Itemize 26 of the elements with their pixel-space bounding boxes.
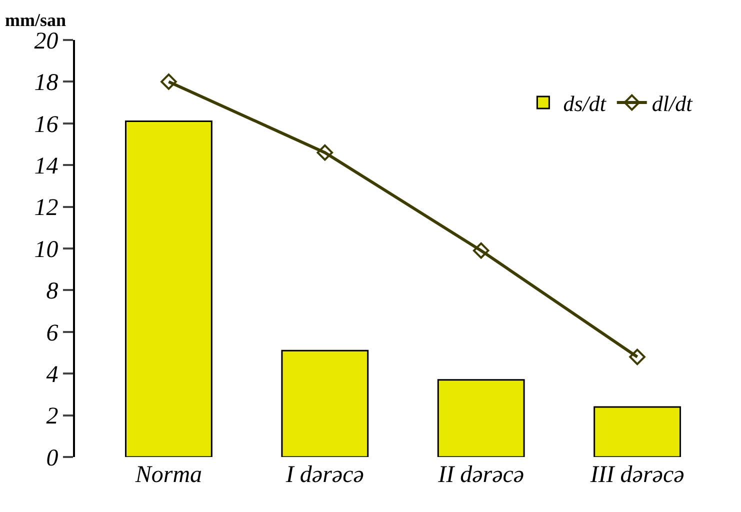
bar [281, 350, 369, 457]
bar [594, 406, 681, 457]
point [160, 74, 177, 90]
bar [437, 379, 525, 457]
y-tick-label: 16 [34, 112, 58, 138]
y-tick-label: 20 [34, 28, 58, 54]
y-tick-label: 8 [46, 278, 58, 305]
y-axis-title: mm/san [5, 10, 66, 30]
x-tick-label: I dərəcə [284, 462, 364, 488]
y-tick-label: 12 [34, 195, 58, 222]
y-tick-label: 4 [46, 362, 58, 388]
y-tick-label: 18 [34, 70, 58, 96]
y-tick-label: 10 [34, 236, 58, 263]
y-tick-label: 14 [34, 154, 58, 180]
point [316, 144, 334, 161]
point [472, 242, 490, 259]
x-tick-label: III dərəcə [589, 462, 684, 488]
point [629, 348, 646, 366]
y-tick-label: 2 [46, 404, 58, 430]
y-tick-label: 6 [46, 320, 58, 346]
x-tick-label: II dərəcə [437, 462, 524, 488]
bar [125, 120, 212, 457]
x-tick-label: Norma [134, 462, 202, 488]
legend-label: ds/dt [563, 91, 607, 116]
y-tick-label: 0 [46, 445, 58, 472]
legend-label: dl/dt [652, 91, 694, 116]
